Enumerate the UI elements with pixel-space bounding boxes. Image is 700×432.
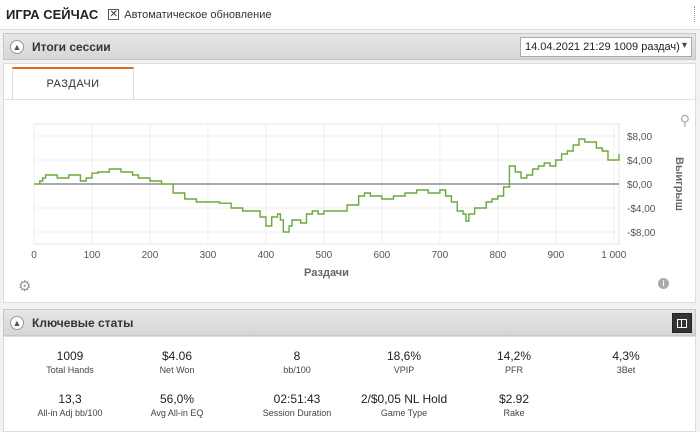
x-tick-label: 800: [489, 250, 506, 261]
stat-label: All-in Adj bb/100: [37, 408, 103, 418]
y-tick-label: -$8,00: [627, 228, 656, 239]
key-stats-panel: 1009 Total Hands $4.06 Net Won 8 bb/100 18,6% V…: [3, 336, 696, 432]
x-tick-label: 700: [432, 250, 449, 261]
stat-label: VPIP: [393, 365, 415, 375]
stat-label: Total Hands: [46, 365, 94, 375]
x-tick-label: 400: [258, 250, 275, 261]
session-summary-title: Итоги сессии: [32, 39, 111, 54]
session-select[interactable]: 14.04.2021 21:29 1009 раздач) ▾: [520, 37, 692, 57]
stat-value: 14,2%: [496, 349, 532, 363]
layout-icon[interactable]: [672, 313, 692, 333]
stat-item: 02:51:43 Session Duration: [242, 392, 352, 418]
y-tick-label: -$4,00: [627, 204, 656, 215]
y-tick-label: $0,00: [627, 180, 652, 191]
x-tick-label: 0: [31, 250, 37, 261]
chevron-down-icon[interactable]: ▾: [681, 40, 687, 51]
stat-label: bb/100: [283, 365, 311, 375]
winnings-chart: 0 100 200 300 400 500 600 700 800 900 1 000 $8,00 $4…: [31, 123, 685, 279]
stat-value: 13,3: [58, 392, 82, 406]
stat-value: $2.92: [498, 392, 530, 406]
x-tick-label: 100: [84, 250, 101, 261]
stat-value: 4,3%: [612, 349, 640, 363]
stat-item: 8 bb/100: [242, 349, 352, 375]
stat-value: 1009: [56, 349, 84, 363]
stat-value: 2/$0,05 NL Hold: [360, 392, 448, 406]
stat-label: Session Duration: [262, 408, 332, 418]
session-select-value: 14.04.2021 21:29 1009 раздач): [525, 41, 680, 53]
x-tick-label: 900: [547, 250, 564, 261]
gear-icon[interactable]: ⚙: [18, 278, 32, 295]
y-tick-label: $4,00: [627, 156, 652, 167]
auto-update-checkbox[interactable]: ✕: [108, 9, 120, 20]
key-stats-header: ▲ Ключевые статы: [3, 309, 696, 336]
winnings-line: [34, 138, 620, 233]
y-tick-label: $8,00: [627, 132, 652, 143]
session-summary-header: ▲ Итоги сессии 14.04.2021 21:29 1009 раз…: [3, 33, 696, 60]
stat-label: Game Type: [380, 408, 428, 418]
auto-update-label[interactable]: Автоматическое обновление: [124, 8, 272, 21]
tab-divider: [4, 99, 697, 100]
stat-value: 56,0%: [159, 392, 195, 406]
stat-item: 18,6% VPIP: [349, 349, 459, 375]
tab-hands[interactable]: РАЗДАЧИ: [12, 67, 134, 99]
x-tick-label: 500: [316, 250, 333, 261]
zoom-icon[interactable]: ⚲: [679, 112, 690, 128]
x-axis-label: Раздачи: [304, 267, 349, 279]
stat-value: 8: [293, 349, 301, 363]
y-axis-label: Выигрыш: [673, 157, 685, 211]
info-icon[interactable]: i: [658, 278, 669, 289]
x-tick-label: 600: [374, 250, 391, 261]
stat-item: 1009 Total Hands: [15, 349, 125, 375]
stat-item: 4,3% 3Bet: [571, 349, 681, 375]
chevron-up-icon[interactable]: ▲: [10, 39, 24, 54]
stat-label: Rake: [503, 408, 525, 418]
tab-hands-label: РАЗДАЧИ: [46, 78, 100, 90]
stat-value: 02:51:43: [273, 392, 321, 406]
top-bar: ИГРА СЕЙЧАС ✕ Автоматическое обновление: [0, 0, 700, 30]
stat-label: Avg All-in EQ: [150, 408, 204, 418]
drag-handle[interactable]: [694, 6, 696, 22]
key-stats-title: Ключевые статы: [32, 315, 134, 330]
stat-item: 14,2% PFR: [459, 349, 569, 375]
stat-item: 56,0% Avg All-in EQ: [122, 392, 232, 418]
x-tick-label: 200: [142, 250, 159, 261]
chart-panel: РАЗДАЧИ 0 100 200 300 400 500 600 700 800 900 1 00…: [3, 63, 697, 303]
stat-label: PFR: [505, 365, 523, 375]
stat-value: $4.06: [161, 349, 193, 363]
stat-label: 3Bet: [616, 365, 636, 375]
chevron-up-icon[interactable]: ▲: [10, 315, 24, 330]
stat-item: $2.92 Rake: [459, 392, 569, 418]
x-tick-label: 300: [200, 250, 217, 261]
stat-label: Net Won: [159, 365, 195, 375]
page-title: ИГРА СЕЙЧАС: [6, 7, 99, 22]
stat-item: $4.06 Net Won: [122, 349, 232, 375]
stat-value: 18,6%: [386, 349, 422, 363]
stat-item: 2/$0,05 NL Hold Game Type: [349, 392, 459, 418]
x-tick-label: 1 000: [601, 250, 626, 261]
stat-item: 13,3 All-in Adj bb/100: [15, 392, 125, 418]
